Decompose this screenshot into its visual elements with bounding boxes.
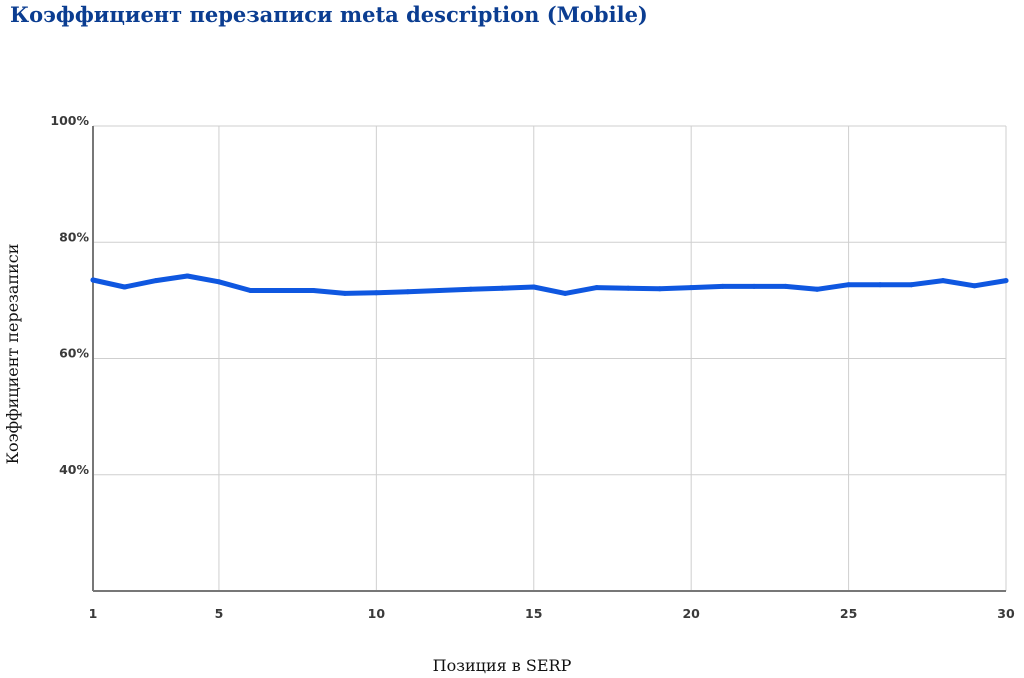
data-point: [657, 286, 663, 292]
series-line: [90, 273, 1009, 296]
x-tick-label: 10: [368, 606, 386, 621]
data-point: [1003, 278, 1009, 284]
data-point: [373, 290, 379, 296]
y-tick-label: 80%: [59, 229, 89, 244]
data-point: [310, 288, 316, 293]
x-tick-label: 25: [840, 606, 857, 621]
data-point: [90, 277, 96, 283]
data-point: [342, 290, 348, 296]
grid-lines: [93, 125, 1007, 591]
data-point: [122, 284, 127, 290]
data-point: [531, 284, 537, 290]
data-point: [940, 278, 946, 284]
x-tick-label: 5: [215, 606, 224, 621]
data-point: [972, 283, 977, 289]
data-point: [594, 285, 600, 291]
data-point: [625, 285, 631, 291]
data-point: [783, 283, 789, 289]
series-layer: [90, 273, 1009, 296]
data-point: [153, 278, 159, 284]
y-axis-title: Коэффициент перезаписи: [3, 244, 22, 465]
data-point: [247, 288, 253, 293]
x-tick-label: 15: [525, 606, 542, 621]
y-tick-label: 60%: [59, 346, 89, 361]
data-point: [688, 285, 694, 291]
x-axis-title: Позиция в SERP: [433, 656, 572, 675]
x-tick-label: 30: [997, 606, 1015, 621]
data-point: [279, 288, 285, 293]
x-tick-label: 20: [682, 606, 700, 621]
data-point: [562, 290, 568, 296]
data-point: [184, 273, 190, 279]
x-tick-label: 1: [89, 606, 98, 621]
data-point: [499, 285, 505, 291]
data-point: [468, 286, 474, 292]
axes: [92, 126, 1006, 592]
data-point: [814, 286, 820, 292]
data-point: [720, 283, 726, 289]
data-point: [751, 283, 757, 289]
data-point: [216, 279, 222, 285]
data-point: [436, 288, 442, 293]
data-point: [909, 282, 915, 288]
data-point: [405, 289, 411, 295]
y-tick-label: 40%: [59, 462, 89, 477]
data-point: [846, 282, 852, 288]
y-tick-label: 100%: [50, 113, 89, 128]
data-point: [877, 282, 883, 288]
chart-title: Коэффициент перезаписи meta description …: [10, 2, 648, 27]
